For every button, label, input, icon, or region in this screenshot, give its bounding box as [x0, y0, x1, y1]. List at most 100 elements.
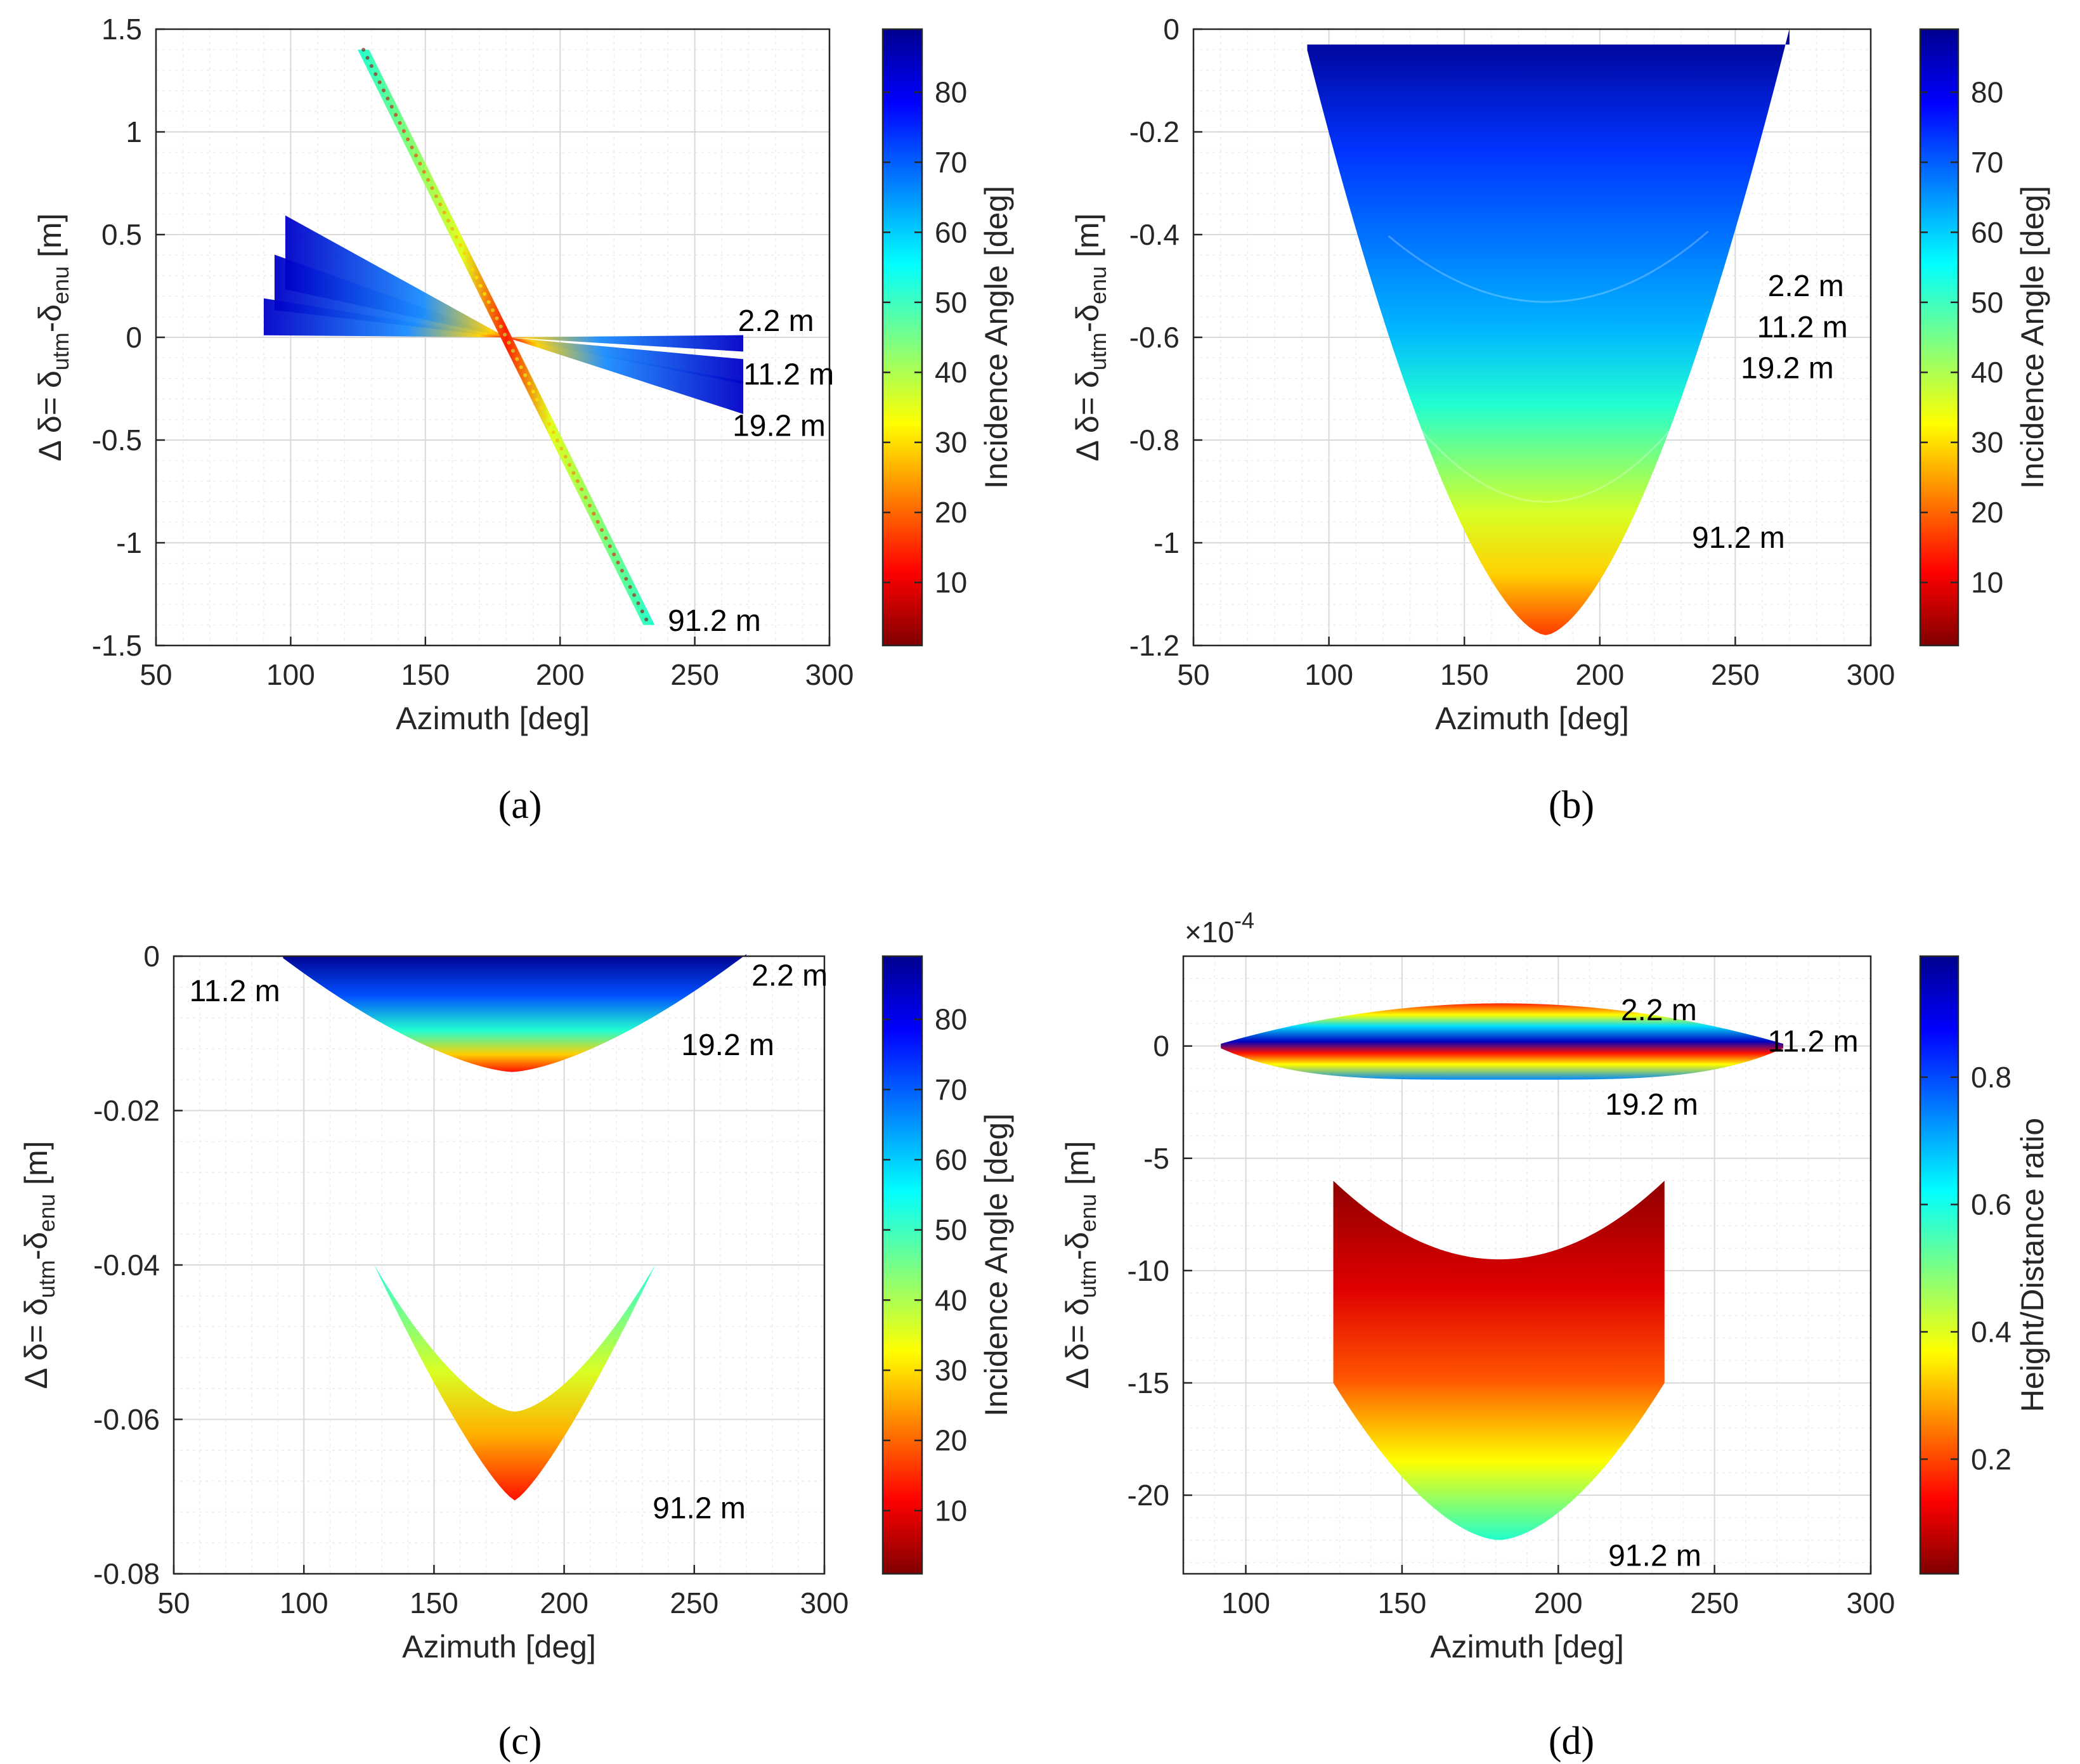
mark — [450, 226, 455, 231]
x-tick-label: 200 — [540, 1586, 588, 1619]
panel-d: 100 150 200 250 300 -20 -15 -10 -5 0 Azimuth [deg]… — [1060, 907, 2050, 1763]
mark — [410, 145, 414, 150]
series-label: 91.2 m — [653, 1492, 746, 1526]
series-label: 2.2 m — [1768, 269, 1844, 303]
x-tick-label: 300 — [805, 658, 854, 691]
y-label-subscript: utm — [34, 1260, 60, 1298]
colorbar-tick-label: 70 — [935, 146, 967, 179]
colorbar-tick-label: 60 — [1971, 216, 2003, 249]
y-tick-label: -0.6 — [1129, 321, 1180, 354]
series-line-91 — [358, 49, 655, 625]
x-tick-label: 250 — [670, 658, 719, 691]
series-label: 91.2 m — [1692, 521, 1785, 555]
axes-box — [1182, 955, 1872, 1575]
series-label: 19.2 m — [1741, 352, 1834, 386]
y-axis-label: Δ δ= δutm-δenu [m] — [18, 1141, 60, 1389]
y-tick-label: -20 — [1128, 1479, 1169, 1512]
x-tick-label: 300 — [1847, 1586, 1895, 1619]
series-fan-1 — [274, 254, 744, 384]
mark — [515, 357, 519, 361]
mark — [361, 48, 366, 52]
mark — [620, 569, 624, 573]
colorbar-tick-label: 80 — [1971, 75, 2003, 108]
x-tick-label: 50 — [140, 658, 172, 691]
mark — [510, 349, 515, 353]
y-label-part: [m] — [32, 213, 68, 266]
colorbar-label: Height/Distance ratio — [2015, 1118, 2050, 1412]
series-fan-2 — [285, 215, 744, 414]
series-label: 19.2 m — [732, 409, 826, 443]
mark — [535, 398, 540, 402]
y-label-part: [m] — [18, 1141, 54, 1193]
x-tick-label: 200 — [1575, 658, 1624, 691]
series-label: 2.2 m — [738, 304, 814, 338]
mark — [386, 96, 390, 101]
y-tick-label: 0.5 — [101, 218, 142, 251]
colorbar-tick-label: 40 — [1971, 356, 2003, 389]
y-axis-label: Δ δ= δutm-δenu [m] — [1060, 1141, 1101, 1389]
panel-a: 50 100 150 200 250 300 -1.5 -1 -0.5 0 0.5 1 1.5 Azimu… — [32, 13, 1014, 827]
mark — [503, 332, 507, 337]
colorbar-tick-label: 20 — [935, 496, 967, 529]
mark — [434, 194, 438, 198]
mark — [394, 113, 398, 117]
y-tick-label: -0.02 — [93, 1094, 160, 1127]
mark — [608, 544, 612, 548]
mark — [430, 186, 434, 190]
mark — [555, 438, 559, 443]
series-label: 11.2 m — [1767, 1025, 1858, 1059]
subfigure-caption: (a) — [498, 784, 542, 827]
mark — [600, 528, 604, 532]
y-tick-label: -0.4 — [1129, 218, 1180, 251]
mark — [389, 105, 394, 109]
colorbar-tick-label: 20 — [1971, 496, 2003, 529]
colorbar-tick-label: 10 — [935, 1494, 967, 1527]
mark — [401, 129, 406, 133]
exponent-label: ×10-4 — [1185, 907, 1254, 949]
mark — [640, 609, 644, 614]
mark — [624, 576, 628, 581]
colorbar-tick-label: 0.8 — [1971, 1061, 2012, 1094]
mark — [398, 120, 402, 125]
y-tick-label: -0.5 — [92, 424, 142, 457]
colorbar — [1919, 955, 1960, 1575]
x-axis-label: Azimuth [deg] — [396, 701, 590, 736]
mark — [583, 495, 588, 500]
colorbar-tick-label: 0.6 — [1971, 1188, 2012, 1221]
x-tick-label: 150 — [1378, 1586, 1427, 1619]
x-tick-label: 100 — [1221, 1586, 1270, 1619]
y-label-subscript: enu — [48, 266, 74, 304]
mark — [519, 365, 523, 370]
colorbar-tick-label: 10 — [1971, 566, 2003, 599]
y-label-part: [m] — [1060, 1141, 1095, 1193]
colorbar-tick-label: 80 — [935, 75, 967, 108]
mark — [462, 251, 467, 256]
exponent-power: -4 — [1234, 907, 1254, 933]
x-tick-label: 150 — [401, 658, 450, 691]
y-tick-label: -15 — [1128, 1366, 1169, 1399]
mark — [539, 406, 543, 410]
colorbar-tick-label: 40 — [935, 356, 967, 389]
series-lens — [1221, 1003, 1784, 1080]
x-tick-label: 100 — [1304, 658, 1353, 691]
mark — [592, 512, 596, 516]
colorbar-label: Incidence Angle [deg] — [978, 1113, 1014, 1417]
x-tick-label: 50 — [157, 1586, 190, 1619]
colorbar-tick-label: 50 — [1971, 286, 2003, 319]
y-label-part: [m] — [1070, 213, 1105, 266]
colorbar-tick-label: 0.4 — [1971, 1315, 2012, 1348]
mark — [604, 536, 608, 540]
mark — [612, 552, 616, 557]
colorbar-tick-label: 30 — [935, 1354, 967, 1387]
y-tick-label: -1.2 — [1129, 629, 1180, 662]
colorbar-tick-label: 0.2 — [1971, 1443, 2012, 1475]
series-label: 11.2 m — [1757, 311, 1848, 344]
x-tick-label: 300 — [800, 1586, 849, 1619]
x-tick-label: 200 — [536, 658, 585, 691]
mark — [587, 503, 592, 508]
series-label: 2.2 m — [1621, 994, 1697, 1027]
colorbar-tick-label: 70 — [935, 1073, 967, 1106]
y-tick-label: -0.2 — [1129, 115, 1180, 148]
mark — [636, 601, 640, 606]
